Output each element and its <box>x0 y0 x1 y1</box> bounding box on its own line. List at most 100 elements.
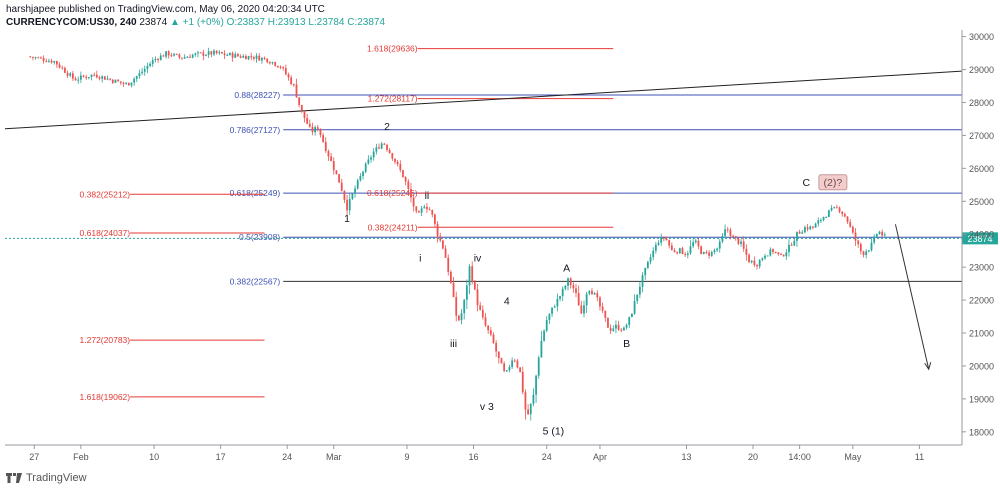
fib-red-label: 1.618(19062) <box>80 392 131 402</box>
candle-body <box>306 117 309 124</box>
candle-body <box>495 342 498 352</box>
candle-body <box>268 62 271 64</box>
candle-body <box>689 246 692 254</box>
candle-body <box>846 216 849 222</box>
candle-body <box>442 240 444 249</box>
candle-body <box>159 55 162 61</box>
candle-body <box>255 55 258 59</box>
candle-body <box>798 231 801 234</box>
candle-body <box>45 61 48 63</box>
candle-body <box>513 360 516 362</box>
candle-body <box>859 244 862 252</box>
candle-body <box>631 313 633 318</box>
candle-body <box>428 209 431 211</box>
candle-body <box>316 127 319 129</box>
candle-body <box>79 75 82 80</box>
candle-body <box>242 56 245 58</box>
candle-body <box>82 75 85 77</box>
candle-body <box>87 77 90 79</box>
candle-body <box>567 278 569 286</box>
wave-label: ii <box>425 190 430 202</box>
candle-body <box>258 55 261 61</box>
candle-body <box>764 255 766 259</box>
candle-body <box>463 299 466 314</box>
candle-body <box>804 227 806 233</box>
candle-body <box>636 294 639 302</box>
candle-body <box>646 261 649 268</box>
candle-body <box>527 409 529 415</box>
time-tick-label: May <box>844 452 862 462</box>
candle-body <box>215 50 218 54</box>
fib-red-label: 1.618(29636) <box>367 44 418 54</box>
candle-body <box>713 250 716 252</box>
candle-body <box>271 62 274 64</box>
candle-body <box>670 245 673 251</box>
candle-body <box>833 207 836 209</box>
candle-body <box>591 290 593 295</box>
candle-body <box>141 71 143 74</box>
candle-body <box>391 153 394 159</box>
candle-body <box>101 76 104 79</box>
candle-body <box>665 238 668 241</box>
candle-body <box>346 199 348 211</box>
candle-body <box>420 208 423 213</box>
candle-body <box>835 207 838 209</box>
price-tick-label: 18000 <box>969 427 994 437</box>
candle-body <box>553 306 556 308</box>
candle-body <box>519 367 522 372</box>
candle-body <box>114 79 117 83</box>
candle-body <box>686 253 689 255</box>
fib-red-label: 0.382(25212) <box>80 189 131 199</box>
candle-body <box>330 156 332 162</box>
time-tick-label: 13 <box>681 452 691 462</box>
candle-body <box>697 240 700 247</box>
price-tick-label: 26000 <box>969 164 994 174</box>
candle-body <box>814 223 817 228</box>
price-tick-label: 28000 <box>969 98 994 108</box>
fib-red-label: 0.618(25246) <box>367 188 418 198</box>
candle-body <box>173 53 175 56</box>
candle-body <box>556 298 559 307</box>
candle-body <box>583 305 585 314</box>
candle-body <box>673 250 676 252</box>
candle-body <box>479 305 482 310</box>
symbol-label[interactable]: CURRENCYCOM:US30, 240 <box>6 17 137 28</box>
candle-body <box>133 78 136 83</box>
price-tick-label: 27000 <box>969 131 994 141</box>
candle-body <box>396 161 399 165</box>
candle-body <box>511 360 514 368</box>
candle-body <box>484 317 487 326</box>
wave-label: 1 <box>344 213 350 225</box>
candle-body <box>274 62 277 66</box>
fib-blue-label: 0.786(27127) <box>230 125 281 135</box>
candle-body <box>564 285 567 289</box>
candle-body <box>56 61 58 65</box>
candle-body <box>340 182 343 191</box>
candle-body <box>109 78 112 80</box>
time-tick-label: Feb <box>73 452 89 462</box>
candle-body <box>351 193 354 199</box>
time-tick-label: 10 <box>149 452 159 462</box>
price-tick-label: 19000 <box>969 394 994 404</box>
candle-body <box>359 176 362 181</box>
time-tick-label: Apr <box>593 452 607 462</box>
candle-body <box>122 82 125 84</box>
candle-body <box>649 257 652 262</box>
candle-body <box>660 237 663 243</box>
candle-body <box>540 340 543 358</box>
time-tick-label: 20 <box>748 452 758 462</box>
candle-body <box>881 231 884 236</box>
candle-body <box>548 313 551 320</box>
price-tick-label: 25000 <box>969 197 994 207</box>
candle-body <box>532 394 535 404</box>
candle-body <box>748 254 750 263</box>
fib-blue-label: 0.88(28227) <box>234 90 280 100</box>
candle-body <box>85 76 88 78</box>
footer: TradingView <box>6 472 87 484</box>
candle-body <box>319 128 322 136</box>
candle-body <box>503 363 506 372</box>
candle-body <box>58 64 61 68</box>
candle-body <box>529 403 532 415</box>
candle-body <box>130 82 133 86</box>
